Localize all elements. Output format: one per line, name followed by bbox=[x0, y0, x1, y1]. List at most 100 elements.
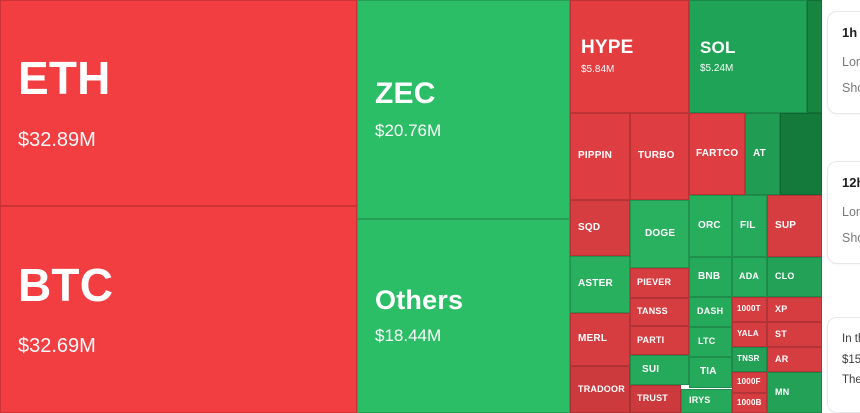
tile-symbol-label: 1000T bbox=[737, 304, 761, 314]
tile-tradoor[interactable]: TRADOOR bbox=[570, 366, 630, 413]
tile-ltc[interactable]: LTC bbox=[689, 327, 732, 357]
summary-line: In th bbox=[842, 333, 860, 345]
tile-ada[interactable]: ADA bbox=[732, 257, 767, 297]
tile-clo[interactable]: CLO bbox=[767, 257, 822, 297]
tile-sol[interactable]: SOL $5.24M bbox=[689, 0, 807, 113]
tile-symbol-label: SQD bbox=[578, 221, 601, 233]
tile-1000b[interactable]: 1000B bbox=[732, 393, 767, 413]
short-stat-line: Sho bbox=[842, 81, 860, 95]
summary-line: $15 bbox=[842, 353, 860, 366]
tile-symbol-label: SOL bbox=[700, 38, 736, 58]
tile-sup[interactable]: SUP bbox=[767, 195, 822, 257]
tile-irys[interactable]: IRYS bbox=[681, 389, 732, 413]
tile-symbol-label: FIL bbox=[740, 219, 756, 231]
tile-cut[interactable] bbox=[807, 0, 822, 113]
tile-fartco[interactable]: FARTCO bbox=[689, 113, 745, 195]
tile-1000f[interactable]: 1000F bbox=[732, 372, 767, 393]
tile-symbol-label: FARTCO bbox=[696, 147, 739, 159]
tile-symbol-label: ORC bbox=[698, 219, 721, 231]
tile-sui[interactable]: SUI bbox=[630, 355, 689, 385]
tile-1000t[interactable]: 1000T bbox=[732, 297, 767, 322]
tile-symbol-label: XP bbox=[775, 303, 788, 314]
tile-sqd[interactable]: SQD bbox=[570, 200, 630, 256]
tile-xp[interactable]: XP bbox=[767, 297, 822, 322]
tile-zec[interactable]: ZEC $20.76M bbox=[357, 0, 570, 219]
tile-symbol-label: BTC bbox=[18, 258, 114, 311]
tile-symbol-label: CLO bbox=[775, 271, 795, 282]
tile-symbol-label: ZEC bbox=[375, 76, 436, 110]
tile-symbol-label: HYPE bbox=[581, 37, 634, 59]
tile-ar[interactable]: AR bbox=[767, 347, 822, 372]
tile-symbol-label: PIPPIN bbox=[578, 150, 612, 162]
tile-symbol-label: YALA bbox=[737, 329, 759, 339]
tile-symbol-label: DOGE bbox=[645, 227, 676, 239]
tile-symbol-label: TURBO bbox=[638, 150, 675, 162]
tile-trust[interactable]: TRUST bbox=[630, 385, 681, 413]
tile-value-label: $32.89M bbox=[18, 128, 96, 151]
tile-symbol-label: LTC bbox=[698, 336, 716, 347]
tile-dash[interactable]: DASH bbox=[689, 297, 732, 327]
tile-symbol-label: DASH bbox=[697, 306, 724, 317]
long-stat-line: Lon bbox=[842, 55, 860, 69]
tile-btc[interactable]: BTC $32.69M bbox=[0, 206, 357, 413]
tile-symbol-label: Others bbox=[375, 284, 464, 315]
tile-symbol-label: MERL bbox=[578, 333, 608, 345]
tile-symbol-label: SUP bbox=[775, 219, 797, 231]
short-stat-line: Sho bbox=[842, 231, 860, 245]
tile-tanss[interactable]: TANSS bbox=[630, 298, 689, 326]
stats-card-12h: 12h Lon Sho bbox=[827, 161, 860, 264]
tile-symbol-label: ST bbox=[775, 328, 787, 339]
tile-symbol-label: PIEVER bbox=[637, 277, 672, 288]
tile-yala[interactable]: YALA bbox=[732, 322, 767, 347]
tile-symbol-label: TNSR bbox=[737, 354, 760, 364]
stats-card-1h: 1h Lon Sho bbox=[827, 11, 860, 114]
right-sidebar: 1h Lon Sho 12h Lon Sho In th $15 The bbox=[822, 0, 860, 413]
tile-symbol-label: BNB bbox=[698, 270, 721, 282]
long-stat-line: Lon bbox=[842, 205, 860, 219]
tile-symbol-label: TIA bbox=[700, 366, 717, 378]
tile-pippin[interactable]: PIPPIN bbox=[570, 113, 630, 200]
tile-others[interactable]: Others $18.44M bbox=[357, 219, 570, 413]
tile-cut[interactable] bbox=[780, 113, 822, 195]
summary-card: In th $15 The bbox=[827, 317, 860, 413]
tile-symbol-label: TRUST bbox=[637, 393, 668, 404]
tile-tnsr[interactable]: TNSR bbox=[732, 347, 767, 372]
tile-value-label: $5.84M bbox=[581, 63, 615, 75]
tile-orc[interactable]: ORC bbox=[689, 195, 732, 257]
tile-value-label: $18.44M bbox=[375, 326, 442, 346]
tile-piever[interactable]: PIEVER bbox=[630, 268, 689, 298]
tile-symbol-label: IRYS bbox=[689, 395, 711, 406]
tile-parti[interactable]: PARTI bbox=[630, 326, 689, 355]
tile-symbol-label: AT bbox=[753, 147, 766, 159]
summary-line: The bbox=[842, 374, 860, 387]
tile-value-label: $5.24M bbox=[700, 62, 734, 74]
tile-symbol-label: ETH bbox=[18, 52, 111, 105]
tile-symbol-label: PARTI bbox=[637, 334, 665, 345]
tile-bnb[interactable]: BNB bbox=[689, 257, 732, 297]
tile-symbol-label: 1000B bbox=[737, 397, 762, 407]
tile-symbol-label: AR bbox=[775, 353, 789, 364]
tile-st[interactable]: ST bbox=[767, 322, 822, 347]
tile-fil[interactable]: FIL bbox=[732, 195, 767, 257]
tile-eth[interactable]: ETH $32.89M bbox=[0, 0, 357, 206]
tile-at[interactable]: AT bbox=[745, 113, 780, 195]
tile-doge[interactable]: DOGE bbox=[630, 200, 689, 268]
tile-symbol-label: ASTER bbox=[578, 278, 613, 290]
tile-hype[interactable]: HYPE $5.84M bbox=[570, 0, 689, 113]
card-title-12h: 12h bbox=[842, 175, 860, 190]
tile-symbol-label: TRADOOR bbox=[578, 383, 625, 394]
tile-turbo[interactable]: TURBO bbox=[630, 113, 689, 200]
tile-tia[interactable]: TIA bbox=[689, 357, 732, 388]
card-title-1h: 1h bbox=[842, 25, 858, 40]
tile-value-label: $32.69M bbox=[18, 335, 96, 358]
tile-symbol-label: 1000F bbox=[737, 377, 761, 387]
tile-mn[interactable]: MN bbox=[767, 372, 822, 413]
tile-symbol-label: SUI bbox=[642, 363, 660, 375]
tile-symbol-label: TANSS bbox=[637, 306, 668, 317]
tile-aster[interactable]: ASTER bbox=[570, 256, 630, 313]
tile-merl[interactable]: MERL bbox=[570, 313, 630, 366]
tile-value-label: $20.76M bbox=[375, 121, 442, 141]
tile-symbol-label: ADA bbox=[739, 271, 760, 282]
